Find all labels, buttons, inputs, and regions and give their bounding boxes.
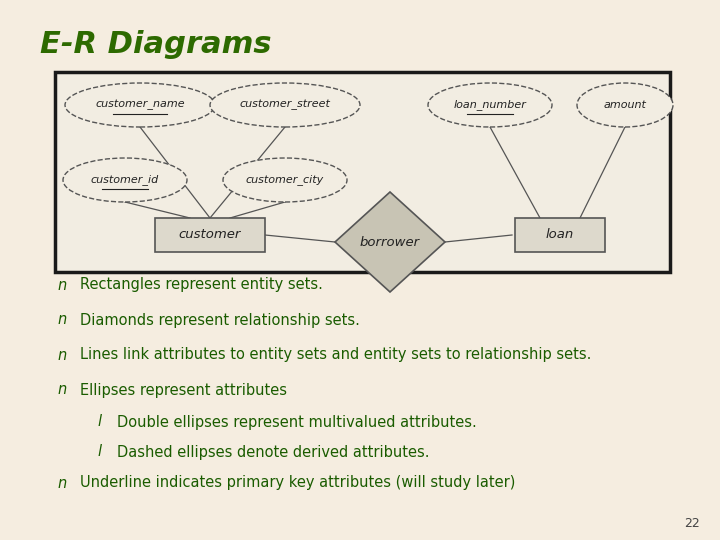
Ellipse shape: [428, 83, 552, 127]
Text: loan_number: loan_number: [454, 99, 526, 111]
Text: l: l: [97, 415, 101, 429]
Text: n: n: [57, 382, 66, 397]
Text: n: n: [57, 476, 66, 490]
Text: l: l: [97, 444, 101, 460]
FancyBboxPatch shape: [55, 72, 670, 272]
Text: E-R Diagrams: E-R Diagrams: [40, 30, 271, 59]
Text: Lines link attributes to entity sets and entity sets to relationship sets.: Lines link attributes to entity sets and…: [80, 348, 591, 362]
Text: customer_id: customer_id: [91, 174, 159, 185]
Text: borrower: borrower: [360, 235, 420, 248]
Text: Double ellipses represent multivalued attributes.: Double ellipses represent multivalued at…: [117, 415, 477, 429]
Text: customer_name: customer_name: [95, 100, 185, 110]
Text: n: n: [57, 313, 66, 327]
Text: n: n: [57, 278, 66, 293]
Ellipse shape: [65, 83, 215, 127]
FancyBboxPatch shape: [155, 218, 265, 252]
Text: 22: 22: [684, 517, 700, 530]
Text: customer_street: customer_street: [240, 100, 330, 110]
Text: Rectangles represent entity sets.: Rectangles represent entity sets.: [80, 278, 323, 293]
Text: Ellipses represent attributes: Ellipses represent attributes: [80, 382, 287, 397]
Ellipse shape: [577, 83, 673, 127]
Text: amount: amount: [603, 100, 647, 110]
Ellipse shape: [223, 158, 347, 202]
Text: Diamonds represent relationship sets.: Diamonds represent relationship sets.: [80, 313, 360, 327]
Text: customer_city: customer_city: [246, 174, 324, 185]
Text: Dashed ellipses denote derived attributes.: Dashed ellipses denote derived attribute…: [117, 444, 430, 460]
Text: customer: customer: [179, 228, 241, 241]
Ellipse shape: [63, 158, 187, 202]
FancyBboxPatch shape: [515, 218, 605, 252]
Ellipse shape: [210, 83, 360, 127]
Text: Underline indicates primary key attributes (will study later): Underline indicates primary key attribut…: [80, 476, 516, 490]
Text: n: n: [57, 348, 66, 362]
Text: loan: loan: [546, 228, 574, 241]
Polygon shape: [335, 192, 445, 292]
